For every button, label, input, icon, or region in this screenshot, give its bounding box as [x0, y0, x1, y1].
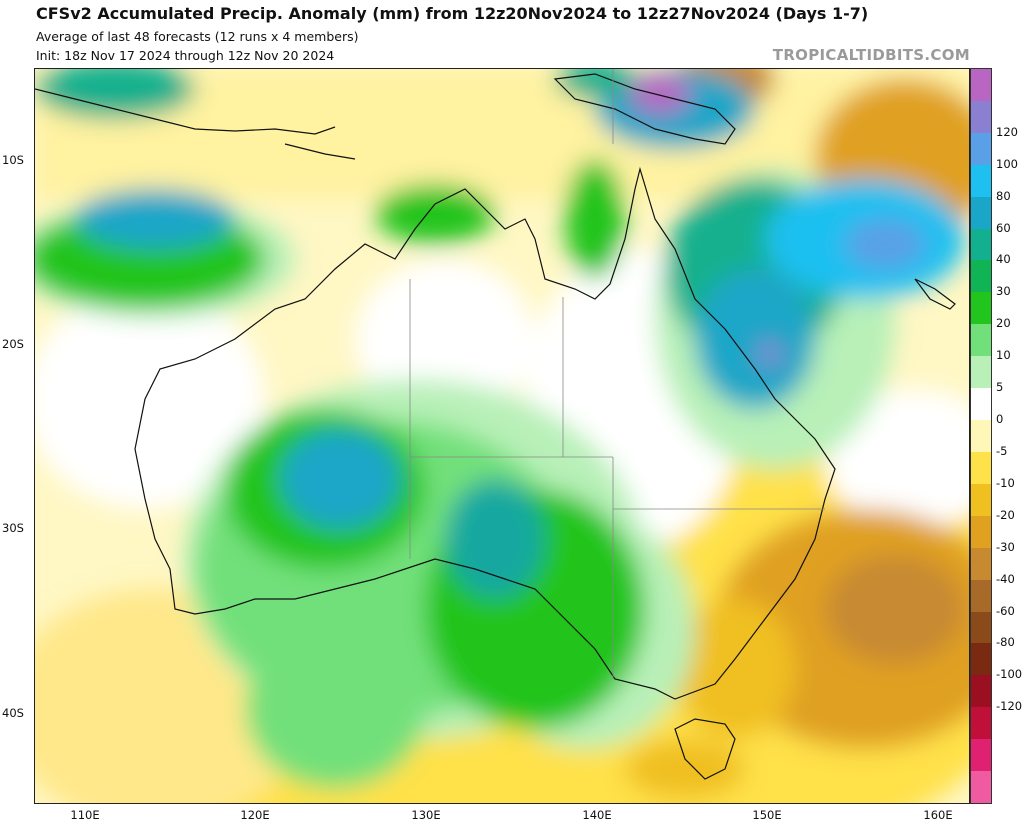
coastlines — [35, 73, 956, 780]
colorbar-label: -120 — [996, 699, 1023, 714]
colorbar-label: 5 — [996, 380, 1004, 395]
colorbar-swatch — [971, 100, 991, 134]
colorbar — [970, 68, 992, 804]
site-credit: TROPICALTIDBITS.COM — [772, 46, 970, 64]
lon-label-110e: 110E — [70, 808, 100, 822]
colorbar-label: 100 — [996, 156, 1018, 171]
colorbar-swatch — [971, 196, 991, 230]
colorbar-swatch — [971, 707, 991, 740]
colorbar-label: -20 — [996, 507, 1015, 522]
colorbar-swatch — [971, 388, 991, 421]
chart-title: CFSv2 Accumulated Precip. Anomaly (mm) f… — [36, 4, 869, 23]
anomaly-fields — [35, 69, 969, 803]
australia-coastline — [134, 166, 836, 700]
colorbar-swatch — [971, 771, 991, 804]
colorbar-swatch — [971, 483, 991, 517]
colorbar-swatch — [971, 675, 991, 708]
precip-anomaly-map — [34, 68, 970, 804]
lon-label-150e: 150E — [752, 808, 782, 822]
colorbar-label: 40 — [996, 252, 1011, 267]
colorbar-label: 80 — [996, 188, 1011, 203]
chart-subtitle: Average of last 48 forecasts (12 runs x … — [36, 29, 359, 44]
lon-label-160e: 160E — [923, 808, 953, 822]
colorbar-label: -60 — [996, 603, 1015, 618]
colorbar-label: -40 — [996, 571, 1015, 586]
colorbar-label: 20 — [996, 316, 1011, 331]
colorbar-label: 0 — [996, 412, 1004, 427]
map-canvas — [35, 69, 969, 803]
lat-label-30s: 30S — [2, 521, 24, 535]
colorbar-swatch — [971, 420, 991, 453]
colorbar-swatch — [971, 451, 991, 485]
lat-label-10s: 10S — [2, 153, 24, 167]
colorbar-label: 30 — [996, 284, 1011, 299]
colorbar-swatch — [971, 69, 991, 102]
new-guinea-coastline — [553, 73, 736, 145]
colorbar-label: -10 — [996, 475, 1015, 490]
colorbar-swatch — [971, 611, 991, 644]
lon-label-130e: 130E — [411, 808, 441, 822]
colorbar-swatch — [971, 547, 991, 581]
indonesia-coastline — [35, 88, 356, 160]
tasmania-coastline — [674, 718, 736, 780]
colorbar-swatch — [971, 132, 991, 166]
colorbar-swatch — [971, 228, 991, 261]
colorbar-label: -100 — [996, 667, 1023, 682]
lon-label-140e: 140E — [582, 808, 612, 822]
init-time-label: Init: 18z Nov 17 2024 through 12z Nov 20… — [36, 48, 335, 63]
colorbar-label: -80 — [996, 635, 1015, 650]
lat-label-40s: 40S — [2, 706, 24, 720]
colorbar-label: -5 — [996, 443, 1008, 458]
colorbar-label: 10 — [996, 348, 1011, 363]
state-borders — [409, 69, 825, 679]
colorbar-swatch — [971, 739, 991, 772]
colorbar-label: 120 — [996, 124, 1018, 139]
colorbar-label: 60 — [996, 220, 1011, 235]
lat-label-20s: 20S — [2, 337, 24, 351]
lon-label-120e: 120E — [240, 808, 270, 822]
colorbar-swatch — [971, 292, 991, 325]
new-caledonia-coastline — [914, 278, 956, 310]
colorbar-swatch — [971, 643, 991, 676]
colorbar-swatch — [971, 324, 991, 357]
colorbar-swatch — [971, 579, 991, 612]
colorbar-swatch — [971, 260, 991, 293]
colorbar-swatch — [971, 164, 991, 198]
colorbar-swatch — [971, 515, 991, 549]
colorbar-swatch — [971, 356, 991, 389]
colorbar-label: -30 — [996, 539, 1015, 554]
